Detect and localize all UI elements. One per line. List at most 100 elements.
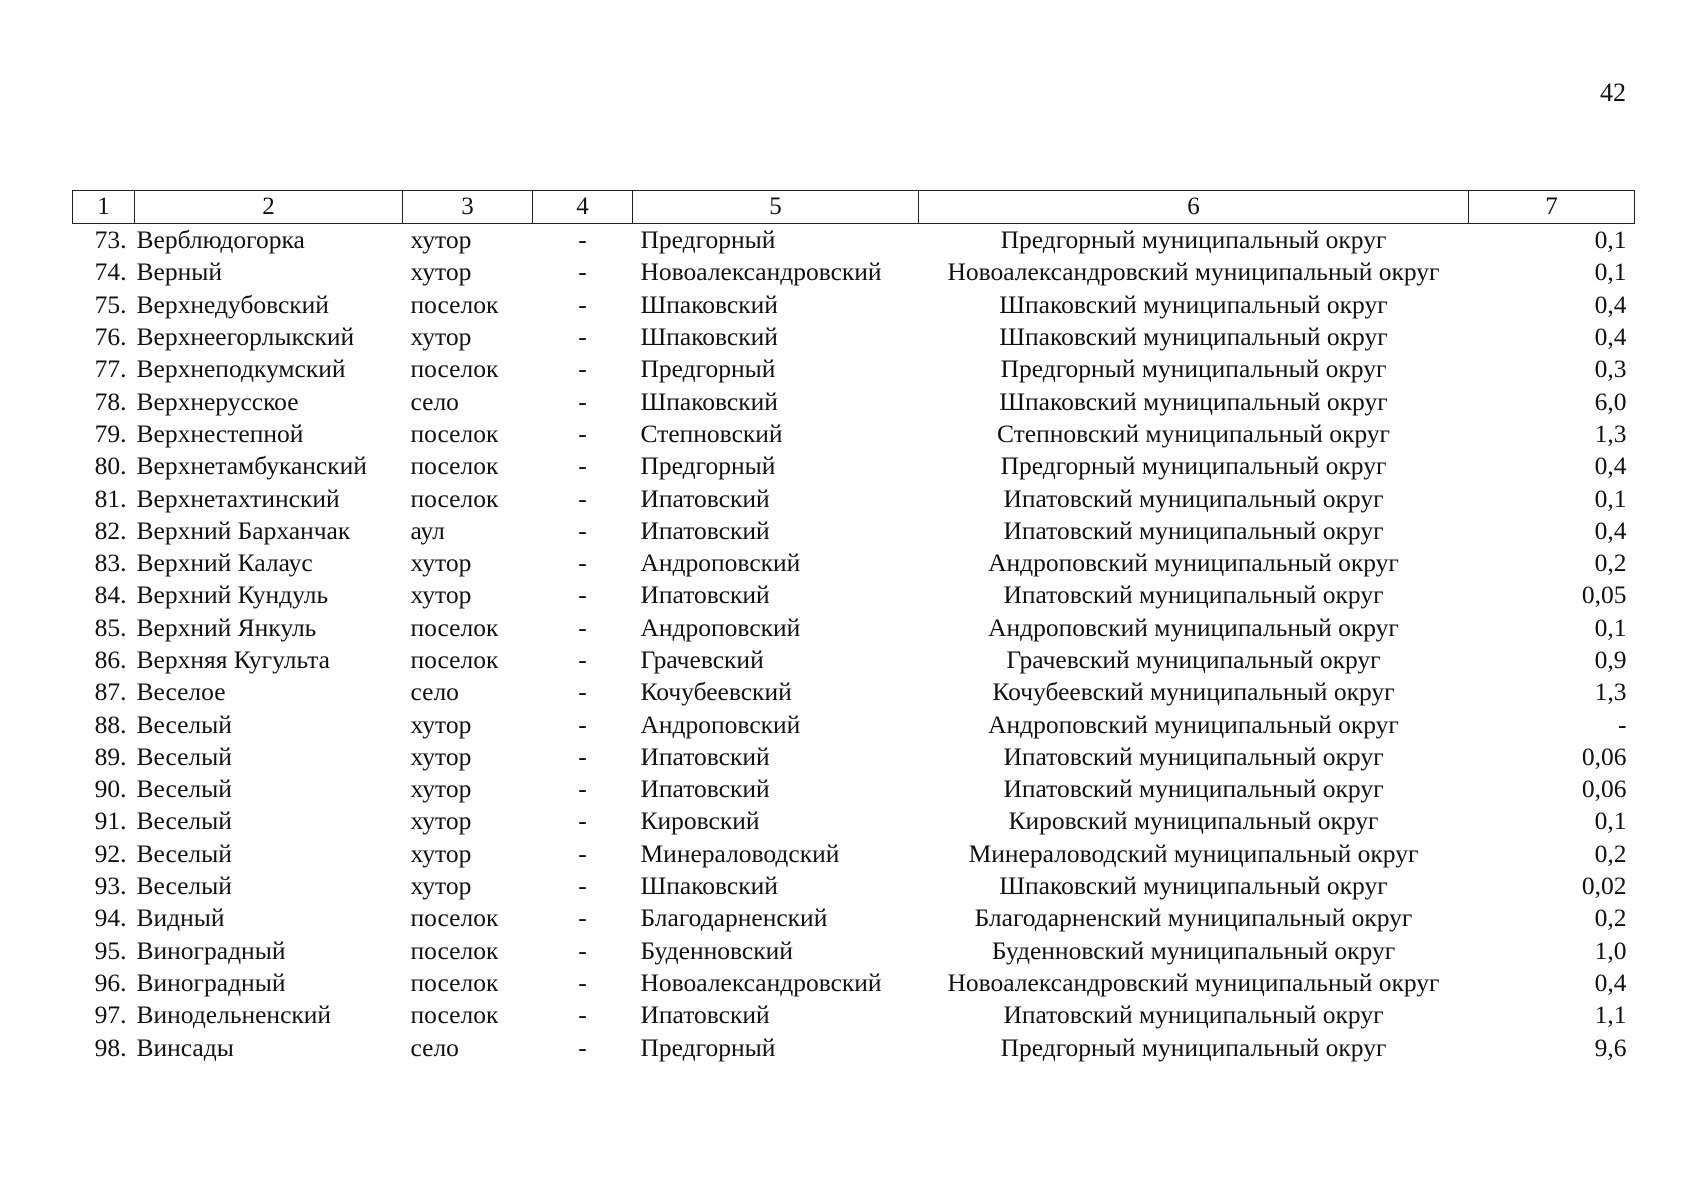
header-row: 1 2 3 4 5 6 7 bbox=[72, 190, 1635, 224]
column-4-value: - bbox=[578, 354, 587, 384]
table-row: 75. Верхнедубовский поселок - Шпаковский Шпак… bbox=[73, 289, 1635, 321]
district-name: Шпаковский bbox=[640, 871, 778, 901]
row-number: 73. bbox=[94, 225, 127, 255]
settlement-name: Веселый bbox=[136, 838, 232, 868]
settlement-type: поселок bbox=[410, 935, 499, 965]
district-name: Шпаковский bbox=[640, 289, 778, 319]
row-number: 92. bbox=[94, 838, 127, 868]
area-value: 0,05 bbox=[1581, 580, 1627, 610]
municipal-okrug: Ипатовский муниципальный округ bbox=[1003, 1000, 1384, 1030]
row-number: 76. bbox=[94, 322, 127, 352]
settlement-type: поселок bbox=[410, 645, 499, 674]
column-header-4: 4 bbox=[532, 190, 633, 224]
area-value: 0,1 bbox=[1594, 257, 1627, 287]
column-4-value: - bbox=[578, 580, 587, 610]
row-number: 75. bbox=[94, 289, 127, 319]
column-4-value: - bbox=[578, 774, 587, 804]
area-value: 6,0 bbox=[1594, 386, 1627, 416]
table-row: 73. Верблюдогорка хутор - Предгорный Предгорн… bbox=[73, 224, 1635, 257]
district-name: Шпаковский bbox=[640, 386, 778, 416]
column-4-value: - bbox=[578, 483, 587, 513]
table-body: 73. Верблюдогорка хутор - Предгорный Предгорн… bbox=[73, 224, 1635, 1064]
district-name: Ипатовский bbox=[640, 515, 770, 545]
table-row: 85. Верхний Янкуль поселок - Андроповский Анд… bbox=[73, 612, 1635, 644]
municipal-okrug: Степновский муниципальный округ bbox=[996, 418, 1391, 448]
row-number: 95. bbox=[94, 935, 127, 965]
column-4-value: - bbox=[578, 677, 587, 707]
municipal-okrug: Предгорный муниципальный округ bbox=[1000, 354, 1387, 384]
settlements-table-container: 1 2 3 4 5 6 7 73. Верблюдогорка хутор - Пред… bbox=[72, 190, 1635, 1064]
column-header-3: 3 bbox=[402, 190, 533, 224]
municipal-okrug: Андроповский муниципальный округ bbox=[988, 709, 1399, 739]
table-row: 96. Виноградный поселок - Новоалександровски… bbox=[73, 967, 1635, 999]
municipal-okrug: Ипатовский муниципальный округ bbox=[1003, 741, 1384, 771]
row-number: 98. bbox=[94, 1032, 127, 1062]
municipal-okrug: Предгорный муниципальный округ bbox=[1000, 1032, 1387, 1062]
column-4-value: - bbox=[578, 645, 587, 674]
area-value: 0,06 bbox=[1581, 741, 1627, 771]
municipal-okrug: Новоалександровский муниципальный округ bbox=[947, 967, 1440, 997]
area-value: 0,1 bbox=[1594, 225, 1627, 255]
area-value: 0,4 bbox=[1594, 451, 1627, 481]
area-value: 0,1 bbox=[1594, 483, 1627, 513]
district-name: Предгорный bbox=[640, 225, 776, 255]
area-value: 1,0 bbox=[1594, 935, 1627, 965]
district-name: Ипатовский bbox=[640, 483, 770, 513]
column-4-value: - bbox=[578, 225, 587, 255]
settlement-type: поселок bbox=[410, 483, 499, 513]
column-header-6: 6 bbox=[918, 190, 1469, 224]
row-number: 93. bbox=[94, 871, 127, 901]
row-number: 97. bbox=[94, 1000, 127, 1030]
column-4-value: - bbox=[578, 709, 587, 739]
area-value: 0,02 bbox=[1581, 871, 1627, 901]
row-number: 90. bbox=[94, 774, 127, 804]
settlement-name: Верхняя Кугульта bbox=[136, 645, 330, 674]
row-number: 94. bbox=[94, 903, 127, 933]
row-number: 80. bbox=[94, 451, 127, 481]
column-4-value: - bbox=[578, 1000, 587, 1030]
row-number: 79. bbox=[94, 418, 127, 448]
district-name: Предгорный bbox=[640, 1032, 776, 1062]
column-4-value: - bbox=[578, 418, 587, 448]
settlement-type: хутор bbox=[410, 806, 472, 836]
row-number: 96. bbox=[94, 967, 127, 997]
district-name: Степновский bbox=[640, 418, 783, 448]
settlement-type: село bbox=[410, 677, 459, 707]
settlement-name: Верблюдогорка bbox=[136, 225, 305, 255]
settlement-type: поселок bbox=[410, 289, 499, 319]
column-header-2: 2 bbox=[134, 190, 403, 224]
table-row: 83. Верхний Калаус хутор - Андроповский Андро… bbox=[73, 547, 1635, 579]
column-4-value: - bbox=[578, 289, 587, 319]
municipal-okrug: Предгорный муниципальный округ bbox=[1000, 451, 1387, 481]
municipal-okrug: Шпаковский муниципальный округ bbox=[999, 322, 1388, 352]
area-value: 0,4 bbox=[1594, 967, 1627, 997]
column-4-value: - bbox=[578, 806, 587, 836]
row-number: 85. bbox=[94, 612, 127, 642]
district-name: Буденновский bbox=[640, 935, 793, 965]
table-row: 77. Верхнеподкумский поселок - Предгорный Пре… bbox=[73, 353, 1635, 385]
row-number: 78. bbox=[94, 386, 127, 416]
municipal-okrug: Шпаковский муниципальный округ bbox=[999, 289, 1388, 319]
column-header-7: 7 bbox=[1468, 190, 1635, 224]
settlement-name: Верхний Янкуль bbox=[136, 612, 317, 642]
settlement-name: Веселое bbox=[136, 677, 226, 707]
settlement-type: поселок bbox=[410, 418, 499, 448]
municipal-okrug: Андроповский муниципальный округ bbox=[988, 612, 1399, 642]
settlement-type: село bbox=[410, 1032, 459, 1062]
area-value: 1,3 bbox=[1594, 418, 1627, 448]
settlement-name: Верхнестепной bbox=[136, 418, 304, 448]
row-number: 87. bbox=[94, 677, 127, 707]
settlement-name: Видный bbox=[136, 903, 225, 933]
table-row: 98. Винсады село - Предгорный Предгорный муни… bbox=[73, 1031, 1635, 1063]
settlement-type: хутор bbox=[410, 838, 472, 868]
district-name: Ипатовский bbox=[640, 1000, 770, 1030]
municipal-okrug: Предгорный муниципальный округ bbox=[1000, 225, 1387, 255]
row-number: 88. bbox=[94, 709, 127, 739]
area-value: 0,3 bbox=[1594, 354, 1627, 384]
settlement-name: Веселый bbox=[136, 871, 232, 901]
column-header-1: 1 bbox=[72, 190, 135, 224]
column-4-value: - bbox=[578, 515, 587, 545]
column-4-value: - bbox=[578, 451, 587, 481]
column-4-value: - bbox=[578, 935, 587, 965]
column-4-value: - bbox=[578, 322, 587, 352]
